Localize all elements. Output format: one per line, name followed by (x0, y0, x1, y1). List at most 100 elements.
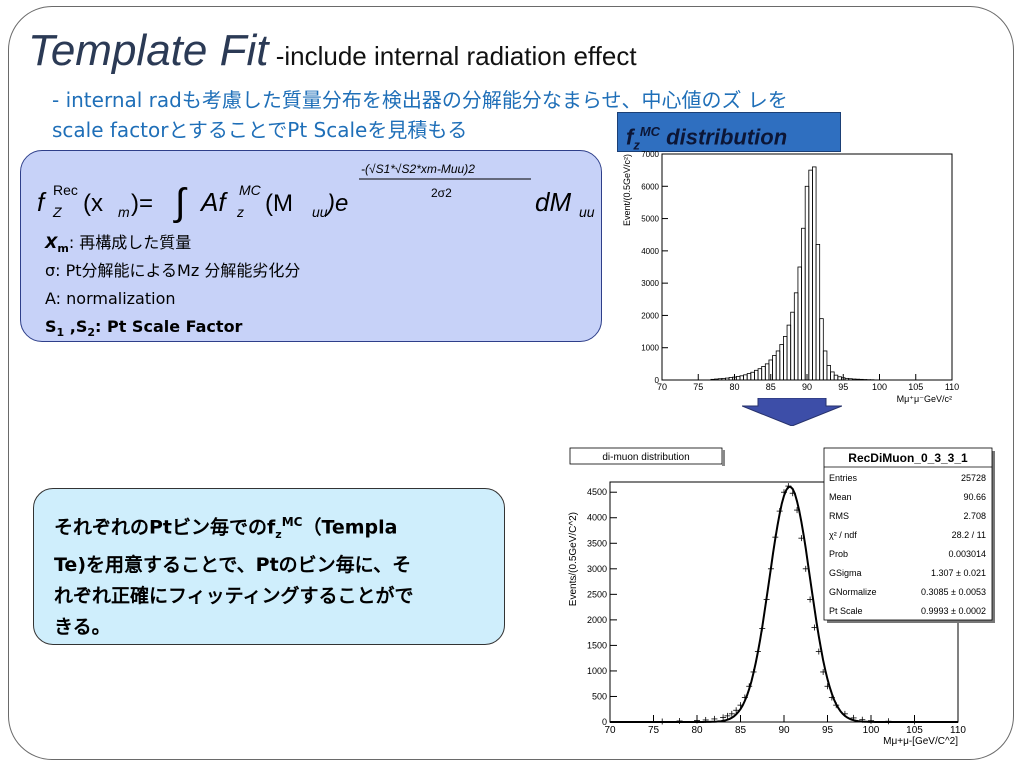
data-point (850, 714, 857, 721)
data-point (759, 625, 766, 632)
y-tick-label: 2500 (587, 589, 607, 599)
stats-key: Pt Scale (829, 606, 863, 616)
mc-distribution-label: fzMC distribution (617, 112, 841, 153)
stats-value: 1.307 ± 0.021 (931, 568, 986, 578)
data-point (694, 717, 700, 724)
mc-label-rest: distribution (660, 124, 788, 150)
x-tick-label: 90 (778, 725, 790, 736)
data-point (885, 718, 892, 725)
chart-title: di-muon distribution (602, 452, 689, 463)
variable-definitions: Xm: 再構成した質量 σ: Pt分解能によるMz 分解能劣化分 A: norm… (45, 229, 300, 341)
histogram-bar (815, 244, 821, 381)
data-point (728, 710, 735, 717)
data-point (794, 507, 801, 514)
mc-label-f: f (626, 124, 634, 150)
title-main: Template Fit (28, 26, 269, 75)
explanation-box: それぞれのPtビン毎でのfzMC（Templa Te)を用意することで、Ptのビ… (33, 488, 505, 645)
y-tick-label: 1000 (587, 666, 607, 676)
stats-key: Mean (829, 492, 852, 502)
y-tick-label: 500 (592, 691, 607, 701)
data-point (659, 718, 666, 725)
mc-label-sup: MC (639, 124, 661, 139)
stats-key: Prob (829, 549, 848, 559)
stats-name: RecDiMuon_0_3_3_1 (848, 451, 968, 465)
x-tick-label: 80 (691, 725, 703, 736)
stats-key: GNormalize (829, 587, 877, 597)
y-tick-label: 1000 (641, 344, 659, 353)
mc-label-sub: z (633, 137, 640, 153)
formula-exp-num: -(√S1*√S2*xm-Muu)2 (361, 162, 475, 176)
data-point (820, 668, 827, 675)
y-tick-label: 5000 (641, 215, 659, 224)
formula-arg: (x (83, 190, 103, 217)
x-tick-label: 85 (766, 382, 776, 392)
stats-value: 0.9993 ± 0.0002 (921, 606, 986, 616)
stats-key: χ² / ndf (829, 530, 857, 540)
x-tick-label: 105 (908, 382, 923, 392)
x-tick-label: 100 (872, 382, 887, 392)
data-point (702, 716, 709, 723)
formula-fz: z (236, 204, 244, 220)
fit-curve (610, 485, 958, 723)
data-point (781, 489, 787, 496)
x-tick-label: 70 (657, 382, 667, 392)
data-point (676, 717, 683, 724)
x-tick-label: 70 (604, 725, 616, 736)
x-tick-label: 90 (802, 382, 812, 392)
x-tick-label: 75 (693, 382, 703, 392)
x-tick-label: 80 (729, 382, 739, 392)
histogram-bar (710, 378, 715, 381)
histogram-bar (819, 318, 824, 381)
x-tick-label: 105 (906, 725, 923, 736)
note-line-4: きる。 (54, 616, 111, 639)
stats-value: 0.3085 ± 0.0053 (921, 587, 986, 597)
note-line-3: れぞれ正確にフィッティングすることがで (54, 585, 414, 608)
x-axis-label: Mμ⁺μ⁻GeV/c² (897, 394, 952, 404)
y-tick-label: 6000 (641, 182, 659, 191)
title-subtitle: -include internal radiation effect (268, 41, 637, 71)
formula-m-sub: m (118, 204, 130, 220)
data-point (811, 624, 818, 631)
data-point (711, 715, 718, 722)
y-tick-label: 2000 (641, 311, 659, 320)
data-point (785, 483, 792, 490)
y-tick-label: 4000 (587, 513, 607, 523)
stats-key: RMS (829, 511, 849, 521)
data-point (733, 707, 740, 714)
chart-title-shadow (722, 450, 725, 466)
plot-frame (661, 153, 953, 381)
data-point (720, 714, 727, 721)
data-point (911, 718, 918, 725)
def-sigma: σ: Pt分解能によるMz 分解能劣化分 (45, 261, 301, 280)
data-point (746, 683, 753, 690)
y-tick-label: 3500 (587, 538, 607, 548)
stats-box: RecDiMuon_0_3_3_1 Entries 25728 Mean 90.66 RM… (823, 447, 995, 623)
intro-line-2: scale factorとすることでPt Scaleを見積もる (52, 118, 468, 142)
y-tick-label: 1500 (587, 640, 607, 650)
data-point (828, 694, 835, 701)
x-tick-label: 110 (950, 725, 966, 736)
formula-box: f Rec Z (x m )= ∫ Af MC z (M uu )e -(√S1… (20, 150, 602, 342)
down-arrow-icon (742, 398, 842, 426)
formula-dm-sub: uu (579, 204, 595, 220)
note-line-1: それぞれのPtビン毎でのfzMC（Templa (54, 515, 398, 542)
stats-value: 28.2 / 11 (952, 530, 986, 540)
formula-uu: uu (312, 204, 328, 220)
formula-dm: dM (535, 187, 571, 217)
x-tick-label: 95 (838, 382, 848, 392)
stats-value: 25728 (961, 473, 986, 483)
x-axis-label: Mμ+μ-[GeV/C^2] (883, 736, 958, 747)
data-point (868, 717, 874, 724)
data-point (802, 565, 809, 572)
formula-mc: MC (239, 182, 262, 198)
data-point (824, 683, 831, 690)
integral-sign: ∫ (173, 182, 188, 224)
formula-z: Z (52, 204, 62, 220)
x-tick-label: 85 (735, 725, 747, 736)
y-tick-label: 0 (655, 376, 660, 385)
data-point (750, 668, 757, 675)
stats-value: 2.708 (963, 511, 986, 521)
y-tick-label: 4500 (587, 487, 607, 497)
y-tick-label: 4000 (641, 247, 659, 256)
data-point (737, 702, 744, 709)
